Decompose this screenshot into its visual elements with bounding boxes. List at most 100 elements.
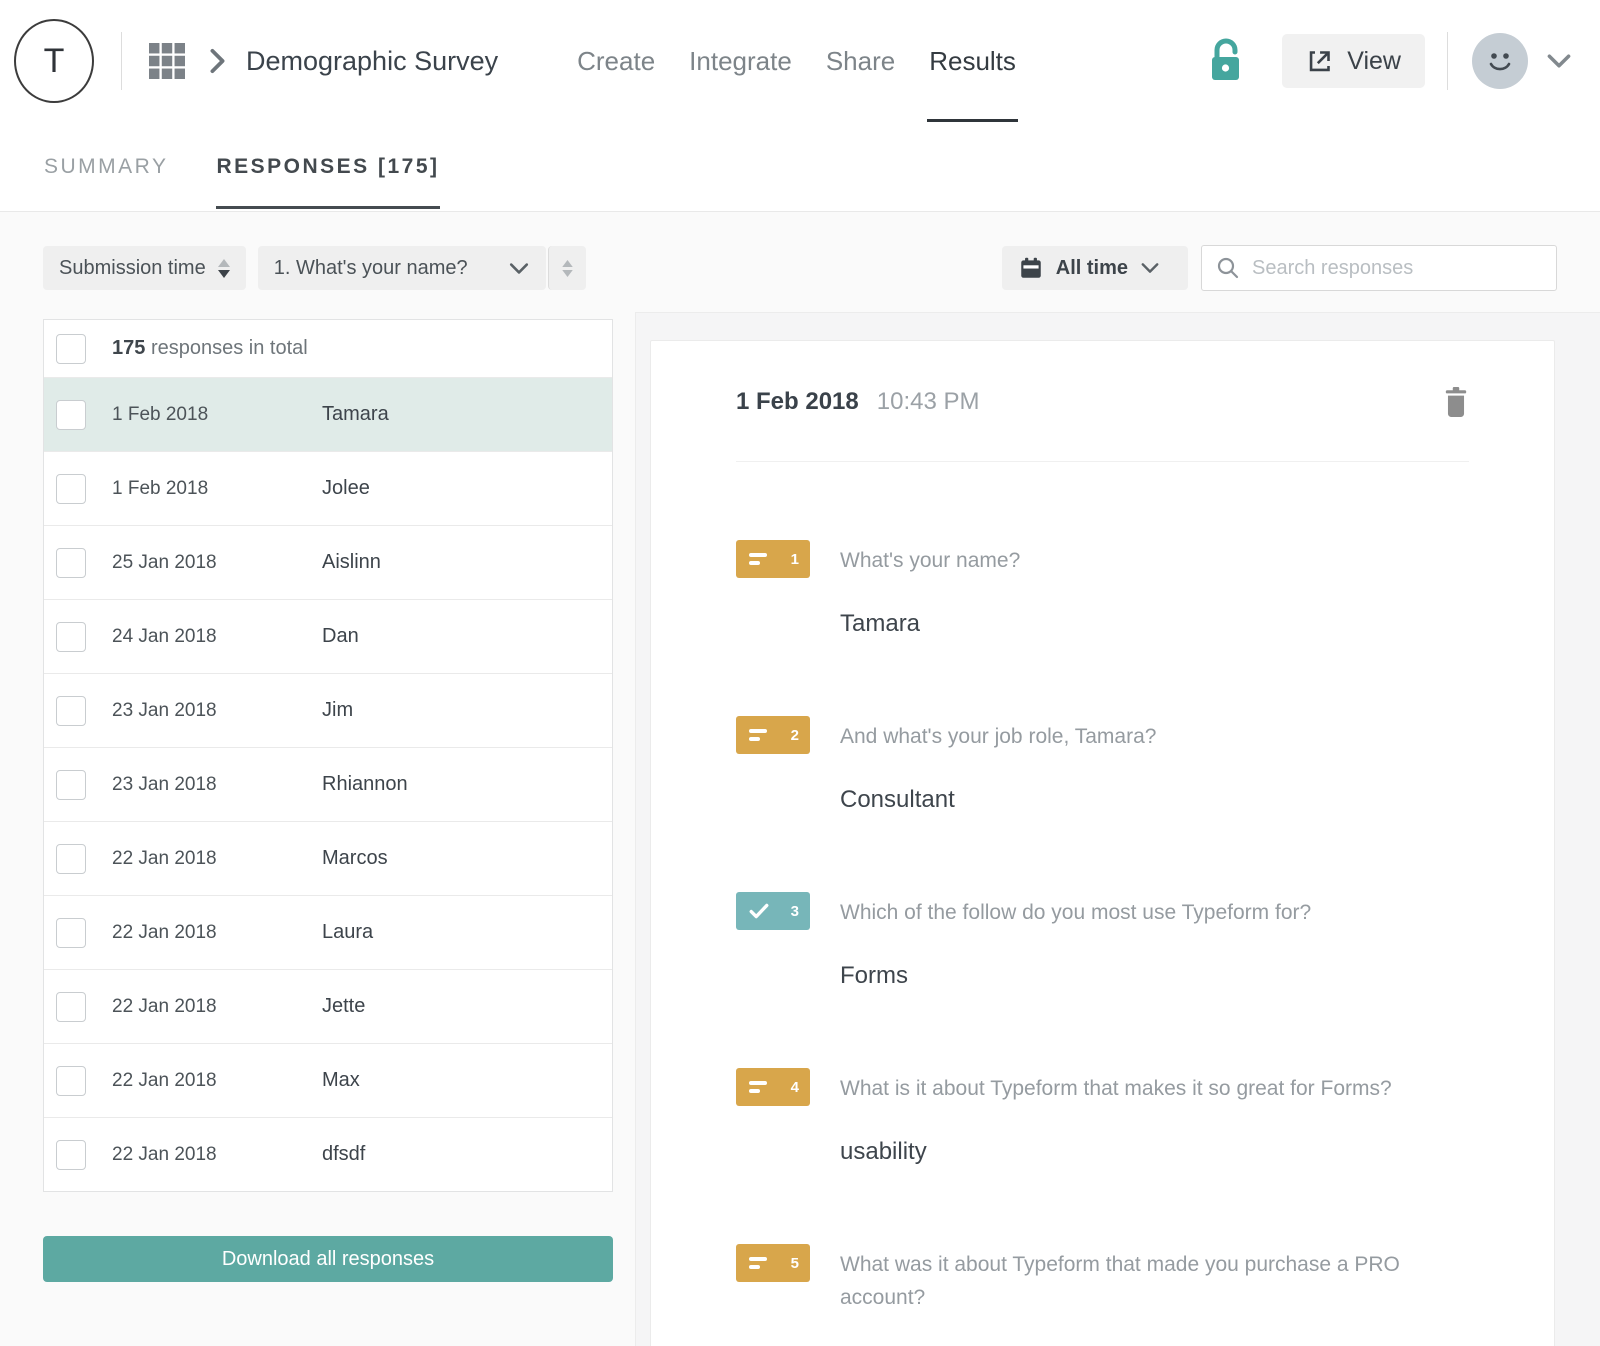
- search-input[interactable]: [1252, 256, 1542, 280]
- results-tabbar: SUMMARY RESPONSES [175]: [0, 122, 1600, 212]
- question-text: What is it about Typeform that makes it …: [840, 1077, 1392, 1100]
- answer-text: Tamara: [840, 610, 921, 637]
- response-row[interactable]: 22 Jan 2018 Max: [44, 1043, 612, 1117]
- question-number: 5: [790, 1254, 799, 1272]
- question-block: 3 Which of the follow do you most use Ty…: [736, 892, 1469, 990]
- header-divider: [121, 32, 122, 90]
- row-checkbox[interactable]: [56, 399, 86, 430]
- row-name: Marcos: [322, 847, 388, 869]
- row-name: Jim: [322, 699, 354, 721]
- row-name: Max: [322, 1069, 360, 1091]
- answer-text: Forms: [840, 962, 908, 989]
- row-checkbox[interactable]: [56, 473, 86, 504]
- select-all-checkbox[interactable]: [56, 333, 86, 364]
- question-block: 2 And what's your job role, Tamara? Cons…: [736, 716, 1469, 814]
- row-date: 22 Jan 2018: [112, 921, 217, 943]
- row-name: Laura: [322, 921, 374, 943]
- question-number: 3: [790, 902, 799, 920]
- search-responses-box: [1201, 245, 1557, 291]
- row-date: 22 Jan 2018: [112, 1069, 217, 1091]
- total-responses-label: 175 responses in total: [112, 337, 308, 359]
- row-date: 22 Jan 2018: [112, 1143, 217, 1165]
- account-avatar[interactable]: [1472, 33, 1528, 89]
- response-row[interactable]: 23 Jan 2018 Jim: [44, 673, 612, 747]
- tab-summary[interactable]: SUMMARY: [44, 154, 169, 178]
- row-checkbox[interactable]: [56, 917, 86, 948]
- response-card-header: 1 Feb 2018 10:43 PM: [736, 341, 1469, 417]
- response-date: 1 Feb 2018: [736, 388, 859, 415]
- nav-share[interactable]: Share: [825, 45, 896, 76]
- view-button[interactable]: View: [1282, 34, 1425, 88]
- responses-list: 175 responses in total 1 Feb 2018 Tamara…: [43, 319, 613, 1192]
- date-range-label: All time: [1055, 256, 1128, 279]
- response-row[interactable]: 1 Feb 2018 Jolee: [44, 451, 612, 525]
- row-checkbox[interactable]: [56, 621, 86, 652]
- date-range-button[interactable]: All time: [1001, 246, 1188, 290]
- short-text-icon: [749, 1081, 767, 1093]
- delete-response-button[interactable]: [1443, 387, 1469, 417]
- answer-text: Consultant: [840, 786, 955, 813]
- answer-text: usability: [840, 1138, 927, 1165]
- row-checkbox[interactable]: [56, 1065, 86, 1096]
- row-date: 23 Jan 2018: [112, 773, 217, 795]
- row-name: Dan: [322, 625, 359, 647]
- nav-results[interactable]: Results: [927, 0, 1018, 122]
- check-icon: [749, 903, 769, 919]
- row-name: Tamara: [322, 403, 389, 425]
- column-sort-button[interactable]: [547, 246, 586, 290]
- main-area: 175 responses in total 1 Feb 2018 Tamara…: [0, 312, 1600, 1346]
- nav-create[interactable]: Create: [577, 45, 656, 76]
- external-link-icon: [1310, 50, 1331, 71]
- short-text-icon: [749, 729, 767, 741]
- question-block: 5 What was it about Typeform that made y…: [736, 1244, 1469, 1314]
- tab-responses[interactable]: RESPONSES [175]: [216, 122, 440, 211]
- row-checkbox[interactable]: [56, 547, 86, 578]
- row-date: 1 Feb 2018: [112, 403, 209, 425]
- account-chevron-down-icon[interactable]: [1546, 53, 1572, 69]
- response-row[interactable]: 24 Jan 2018 Dan: [44, 599, 612, 673]
- chevron-down-icon: [1141, 263, 1159, 273]
- list-header: 175 responses in total: [44, 320, 612, 377]
- response-card: 1 Feb 2018 10:43 PM 1: [650, 340, 1555, 1346]
- row-checkbox[interactable]: [56, 991, 86, 1022]
- row-name: Rhiannon: [322, 773, 408, 795]
- question-number: 4: [790, 1078, 799, 1096]
- row-date: 24 Jan 2018: [112, 625, 217, 647]
- response-row[interactable]: 22 Jan 2018 Jette: [44, 969, 612, 1043]
- sort-field-button[interactable]: Submission time: [43, 246, 246, 290]
- workspaces-grid-icon[interactable]: [149, 43, 185, 79]
- workspace-avatar[interactable]: T: [14, 19, 94, 103]
- column-sort-icon: [561, 259, 573, 277]
- question-badge: 3: [736, 892, 810, 930]
- response-row[interactable]: 25 Jan 2018 Aislinn: [44, 525, 612, 599]
- smiley-icon: [1489, 53, 1511, 71]
- question-text: What's your name?: [840, 549, 1021, 572]
- chevron-down-icon: [509, 262, 528, 274]
- row-checkbox[interactable]: [56, 1139, 86, 1170]
- unlock-icon[interactable]: [1204, 38, 1244, 84]
- response-row[interactable]: 23 Jan 2018 Rhiannon: [44, 747, 612, 821]
- responses-list-column: 175 responses in total 1 Feb 2018 Tamara…: [43, 319, 613, 1346]
- nav-integrate[interactable]: Integrate: [689, 45, 792, 76]
- row-name: Jette: [322, 995, 366, 1017]
- question-text: What was it about Typeform that made you…: [840, 1253, 1400, 1309]
- response-row[interactable]: 22 Jan 2018 Laura: [44, 895, 612, 969]
- download-all-responses-button[interactable]: Download all responses: [43, 1236, 613, 1282]
- question-text: Which of the follow do you most use Type…: [840, 901, 1312, 924]
- search-icon: [1217, 257, 1239, 279]
- response-detail-panel: 1 Feb 2018 10:43 PM 1: [635, 312, 1600, 1346]
- response-row[interactable]: 22 Jan 2018 dfsdf: [44, 1117, 612, 1191]
- filters-row: Submission time 1. What's your name? All…: [43, 245, 1557, 291]
- response-row[interactable]: 1 Feb 2018 Tamara: [44, 377, 612, 451]
- response-row[interactable]: 22 Jan 2018 Marcos: [44, 821, 612, 895]
- row-checkbox[interactable]: [56, 769, 86, 800]
- header-right: View: [1204, 32, 1600, 90]
- row-checkbox[interactable]: [56, 843, 86, 874]
- calendar-icon: [1021, 257, 1041, 278]
- row-name: Jolee: [322, 477, 370, 499]
- row-date: 25 Jan 2018: [112, 551, 217, 573]
- column-select[interactable]: 1. What's your name?: [257, 246, 546, 290]
- row-checkbox[interactable]: [56, 695, 86, 726]
- short-text-icon: [749, 553, 767, 565]
- question-number: 2: [790, 726, 799, 744]
